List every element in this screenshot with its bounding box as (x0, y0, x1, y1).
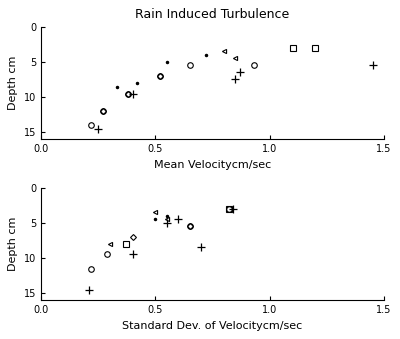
Y-axis label: Depth cm: Depth cm (8, 217, 18, 271)
X-axis label: Mean Velocitycm/sec: Mean Velocitycm/sec (154, 160, 271, 170)
X-axis label: Standard Dev. of Velocitycm/sec: Standard Dev. of Velocitycm/sec (122, 321, 303, 331)
Y-axis label: Depth cm: Depth cm (8, 56, 18, 110)
Title: Rain Induced Turbulence: Rain Induced Turbulence (136, 8, 290, 21)
